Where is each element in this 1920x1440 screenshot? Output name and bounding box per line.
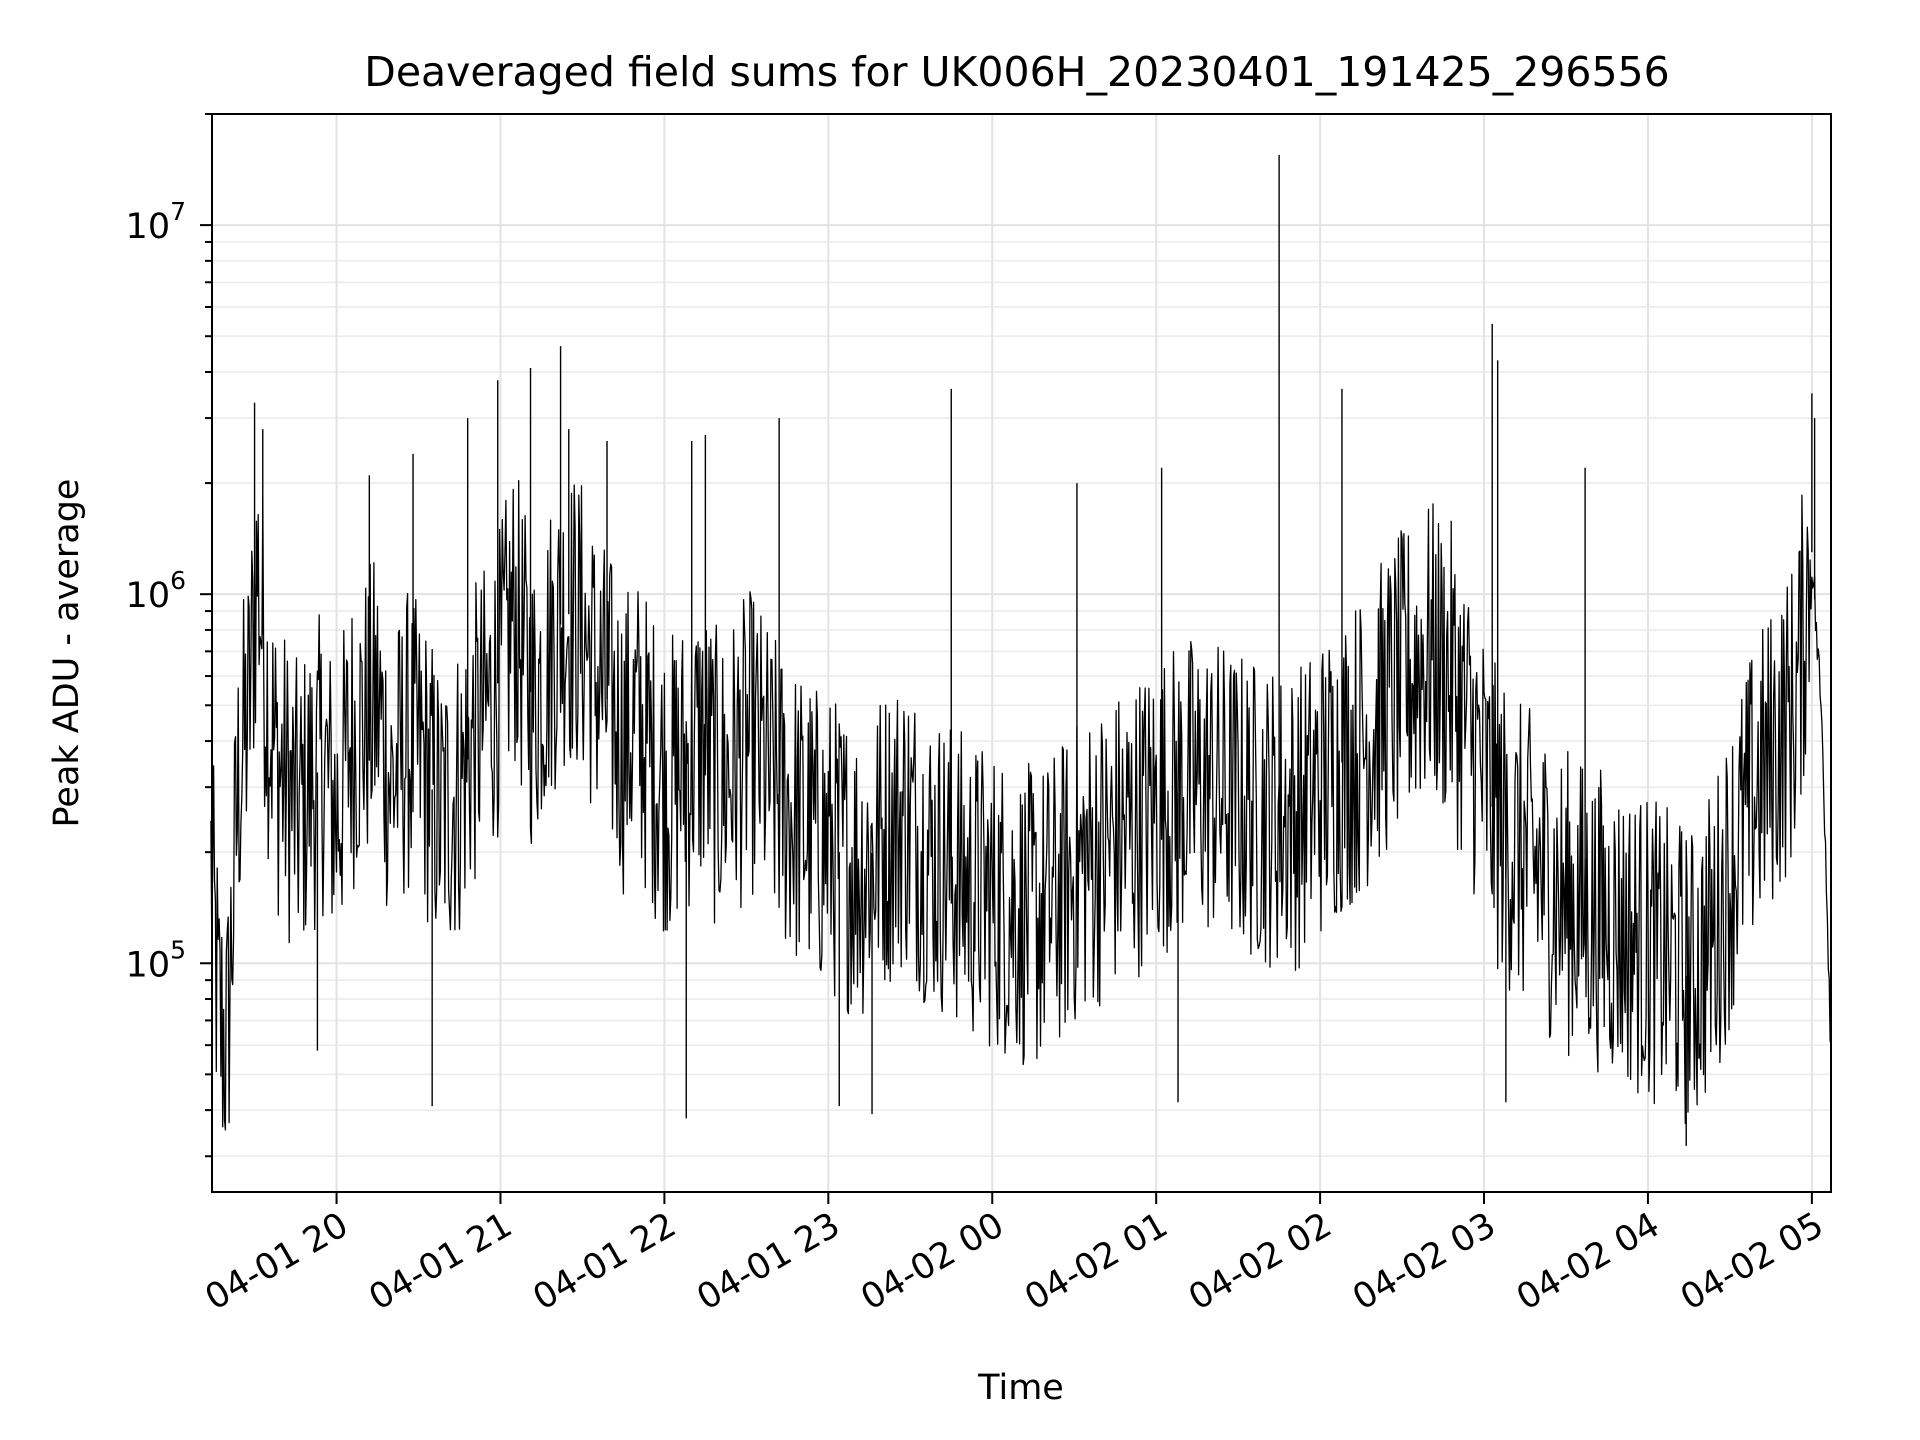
- y-tick-exponent: 5: [170, 935, 186, 964]
- y-tick-label-0: 105: [126, 935, 186, 985]
- chart-title: Deaveraged field sums for UK006H_2023040…: [364, 48, 1669, 96]
- y-tick-base: 10: [126, 207, 171, 247]
- x-axis-label: Time: [977, 1368, 1064, 1408]
- y-tick-exponent: 7: [170, 197, 186, 226]
- y-axis-label: Peak ADU - average: [47, 479, 87, 828]
- series-line: [210, 480, 1832, 1131]
- y-tick-exponent: 6: [170, 566, 186, 595]
- y-tick-base: 10: [126, 945, 171, 985]
- y-tick-label-2: 107: [126, 197, 186, 247]
- y-tick-base: 10: [126, 576, 171, 616]
- plot-frame: [211, 113, 1832, 1193]
- y-tick-label-1: 106: [126, 566, 186, 616]
- series-noise: [253, 154, 1816, 1146]
